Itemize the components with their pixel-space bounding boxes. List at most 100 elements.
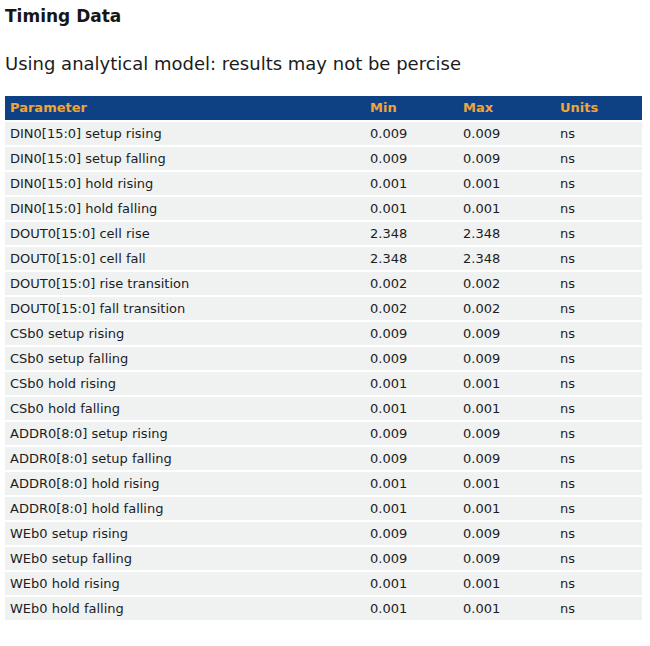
- cell-units: ns: [555, 347, 642, 370]
- table-row: DOUT0[15:0] cell fall 2.348 2.348 ns: [5, 247, 642, 270]
- cell-max: 0.009: [458, 347, 555, 370]
- cell-parameter: WEb0 hold rising: [5, 572, 365, 595]
- table-row: DIN0[15:0] setup rising 0.009 0.009 ns: [5, 122, 642, 145]
- cell-units: ns: [555, 572, 642, 595]
- column-header-min: Min: [365, 96, 458, 120]
- cell-units: ns: [555, 222, 642, 245]
- table-header-row: Parameter Min Max Units: [5, 96, 642, 120]
- table-row: WEb0 hold rising 0.001 0.001 ns: [5, 572, 642, 595]
- cell-parameter: WEb0 setup falling: [5, 547, 365, 570]
- cell-units: ns: [555, 272, 642, 295]
- column-header-max: Max: [458, 96, 555, 120]
- cell-max: 0.009: [458, 447, 555, 470]
- table-row: DOUT0[15:0] cell rise 2.348 2.348 ns: [5, 222, 642, 245]
- cell-max: 0.009: [458, 122, 555, 145]
- column-header-units: Units: [555, 96, 642, 120]
- cell-units: ns: [555, 422, 642, 445]
- cell-min: 2.348: [365, 247, 458, 270]
- cell-units: ns: [555, 497, 642, 520]
- cell-units: ns: [555, 522, 642, 545]
- cell-min: 0.001: [365, 197, 458, 220]
- cell-units: ns: [555, 122, 642, 145]
- cell-min: 0.009: [365, 522, 458, 545]
- cell-units: ns: [555, 197, 642, 220]
- cell-max: 0.001: [458, 597, 555, 620]
- cell-min: 0.001: [365, 472, 458, 495]
- cell-min: 0.009: [365, 422, 458, 445]
- cell-units: ns: [555, 247, 642, 270]
- cell-parameter: DIN0[15:0] setup falling: [5, 147, 365, 170]
- cell-max: 0.009: [458, 522, 555, 545]
- cell-parameter: DOUT0[15:0] cell rise: [5, 222, 365, 245]
- cell-max: 2.348: [458, 247, 555, 270]
- column-header-parameter: Parameter: [5, 96, 365, 120]
- cell-parameter: ADDR0[8:0] setup falling: [5, 447, 365, 470]
- cell-max: 2.348: [458, 222, 555, 245]
- cell-parameter: DOUT0[15:0] fall transition: [5, 297, 365, 320]
- cell-min: 2.348: [365, 222, 458, 245]
- table-row: DIN0[15:0] setup falling 0.009 0.009 ns: [5, 147, 642, 170]
- cell-max: 0.009: [458, 147, 555, 170]
- cell-max: 0.001: [458, 372, 555, 395]
- cell-min: 0.009: [365, 347, 458, 370]
- page-title: Timing Data: [5, 6, 642, 27]
- cell-units: ns: [555, 297, 642, 320]
- cell-max: 0.009: [458, 422, 555, 445]
- cell-parameter: DIN0[15:0] hold rising: [5, 172, 365, 195]
- cell-max: 0.002: [458, 297, 555, 320]
- table-row: DOUT0[15:0] rise transition 0.002 0.002 …: [5, 272, 642, 295]
- table-row: DIN0[15:0] hold falling 0.001 0.001 ns: [5, 197, 642, 220]
- table-row: CSb0 setup falling 0.009 0.009 ns: [5, 347, 642, 370]
- cell-parameter: DIN0[15:0] setup rising: [5, 122, 365, 145]
- cell-max: 0.001: [458, 497, 555, 520]
- cell-parameter: DIN0[15:0] hold falling: [5, 197, 365, 220]
- timing-report-page: Timing Data Using analytical model: resu…: [0, 0, 650, 646]
- cell-max: 0.002: [458, 272, 555, 295]
- table-row: ADDR0[8:0] setup rising 0.009 0.009 ns: [5, 422, 642, 445]
- cell-parameter: DOUT0[15:0] cell fall: [5, 247, 365, 270]
- cell-min: 0.001: [365, 372, 458, 395]
- cell-units: ns: [555, 172, 642, 195]
- cell-units: ns: [555, 547, 642, 570]
- table-row: ADDR0[8:0] setup falling 0.009 0.009 ns: [5, 447, 642, 470]
- cell-units: ns: [555, 472, 642, 495]
- cell-parameter: ADDR0[8:0] hold falling: [5, 497, 365, 520]
- table-row: CSb0 setup rising 0.009 0.009 ns: [5, 322, 642, 345]
- cell-min: 0.009: [365, 122, 458, 145]
- table-row: ADDR0[8:0] hold rising 0.001 0.001 ns: [5, 472, 642, 495]
- cell-parameter: CSb0 setup falling: [5, 347, 365, 370]
- table-row: WEb0 setup rising 0.009 0.009 ns: [5, 522, 642, 545]
- cell-parameter: ADDR0[8:0] hold rising: [5, 472, 365, 495]
- table-row: WEb0 setup falling 0.009 0.009 ns: [5, 547, 642, 570]
- cell-units: ns: [555, 372, 642, 395]
- table-body: DIN0[15:0] setup rising 0.009 0.009 ns D…: [5, 122, 642, 620]
- cell-min: 0.009: [365, 322, 458, 345]
- cell-min: 0.001: [365, 397, 458, 420]
- cell-max: 0.009: [458, 547, 555, 570]
- cell-units: ns: [555, 597, 642, 620]
- cell-min: 0.001: [365, 497, 458, 520]
- cell-max: 0.001: [458, 397, 555, 420]
- cell-min: 0.009: [365, 447, 458, 470]
- cell-parameter: WEb0 hold falling: [5, 597, 365, 620]
- cell-min: 0.009: [365, 547, 458, 570]
- cell-parameter: WEb0 setup rising: [5, 522, 365, 545]
- cell-min: 0.002: [365, 297, 458, 320]
- cell-units: ns: [555, 447, 642, 470]
- cell-parameter: DOUT0[15:0] rise transition: [5, 272, 365, 295]
- cell-min: 0.009: [365, 147, 458, 170]
- table-row: DOUT0[15:0] fall transition 0.002 0.002 …: [5, 297, 642, 320]
- cell-min: 0.002: [365, 272, 458, 295]
- cell-units: ns: [555, 322, 642, 345]
- cell-max: 0.001: [458, 197, 555, 220]
- cell-units: ns: [555, 147, 642, 170]
- cell-max: 0.001: [458, 172, 555, 195]
- cell-max: 0.009: [458, 322, 555, 345]
- cell-min: 0.001: [365, 572, 458, 595]
- cell-min: 0.001: [365, 172, 458, 195]
- cell-parameter: ADDR0[8:0] setup rising: [5, 422, 365, 445]
- cell-parameter: CSb0 hold falling: [5, 397, 365, 420]
- table-row: WEb0 hold falling 0.001 0.001 ns: [5, 597, 642, 620]
- cell-max: 0.001: [458, 572, 555, 595]
- table-row: CSb0 hold falling 0.001 0.001 ns: [5, 397, 642, 420]
